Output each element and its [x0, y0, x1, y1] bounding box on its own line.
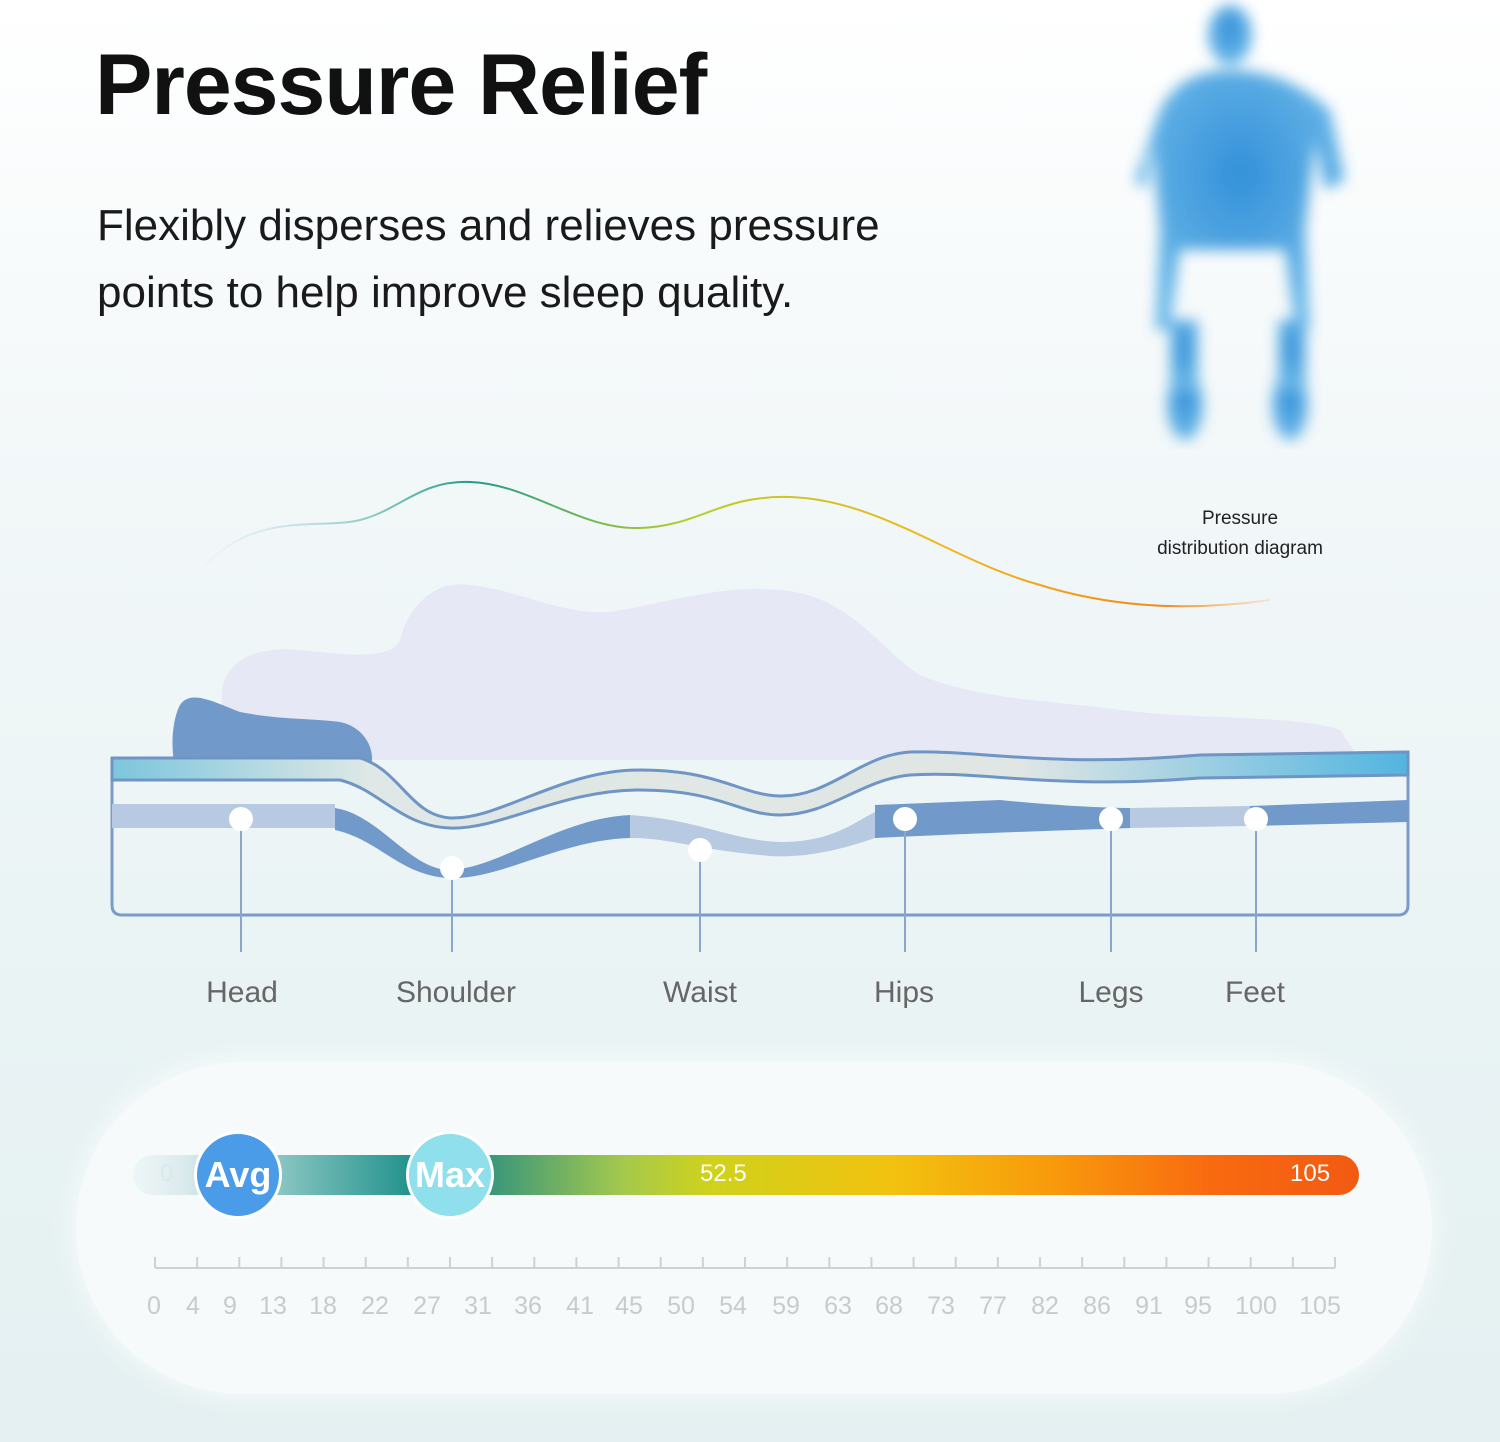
tick-label: 95 [1184, 1292, 1212, 1320]
scale-min-label: 0 [160, 1160, 174, 1187]
tick-label: 36 [514, 1292, 542, 1320]
label-line: Pressure [1201, 508, 1279, 529]
tick-label: 68 [875, 1292, 903, 1320]
pressure-gradient-bar [133, 1155, 1359, 1195]
tick-label: 31 [464, 1292, 492, 1320]
tick-label: 27 [413, 1292, 441, 1320]
tick-label: 77 [979, 1292, 1007, 1320]
tick-label: 0 [147, 1292, 161, 1320]
tick-label: 22 [361, 1292, 389, 1320]
tick-label: 105 [1299, 1292, 1341, 1320]
page-title: Pressure Relief [95, 37, 707, 133]
pillow [172, 697, 373, 770]
pressure-body-map-image [1135, 5, 1345, 440]
mattress-diagram [110, 480, 1410, 952]
tick-label: 45 [615, 1292, 643, 1320]
tick-label: 86 [1083, 1292, 1111, 1320]
tick-label: 91 [1135, 1292, 1163, 1320]
pressure-curve [204, 480, 1271, 608]
sleeper-silhouette [220, 584, 1360, 760]
label-line: distribution diagram [1157, 538, 1323, 559]
label-feet: Feet [1224, 976, 1286, 1009]
pressure-scale-panel [76, 1062, 1432, 1394]
subtitle: Flexibly disperses and relieves pressure… [97, 201, 880, 317]
label-head: Head [206, 976, 278, 1009]
tick-label: 4 [186, 1292, 200, 1320]
tick-label: 41 [566, 1292, 594, 1320]
label-legs: Legs [1078, 976, 1144, 1009]
mattress-frame [110, 752, 1410, 917]
tick-label: 54 [719, 1292, 747, 1320]
max-badge: Max [406, 1131, 494, 1219]
scale-ruler [154, 1257, 1336, 1269]
tick-label: 63 [824, 1292, 852, 1320]
scale-max-label: 105 [1290, 1160, 1331, 1187]
label-waist: Waist [663, 976, 737, 1009]
scale-mid-label: 52.5 [700, 1160, 747, 1187]
tick-label: 18 [309, 1292, 337, 1320]
comfort-foam-layer [110, 750, 1410, 830]
avg-badge: Avg [194, 1131, 282, 1219]
tick-label: 9 [223, 1292, 237, 1320]
tick-label: 73 [927, 1292, 955, 1320]
label-hips: Hips [873, 976, 935, 1009]
tick-label: 50 [667, 1292, 695, 1320]
support-band-light [112, 804, 1250, 857]
label-shoulder: Shoulder [395, 976, 517, 1009]
tick-label: 100 [1235, 1292, 1277, 1320]
support-band-dark [335, 800, 1408, 879]
body-part-markers [229, 807, 1268, 952]
tick-label: 13 [259, 1292, 287, 1320]
tick-label: 82 [1031, 1292, 1059, 1320]
pressure-diagram-label: Pressure distribution diagram [1140, 504, 1340, 564]
tick-label: 59 [772, 1292, 800, 1320]
